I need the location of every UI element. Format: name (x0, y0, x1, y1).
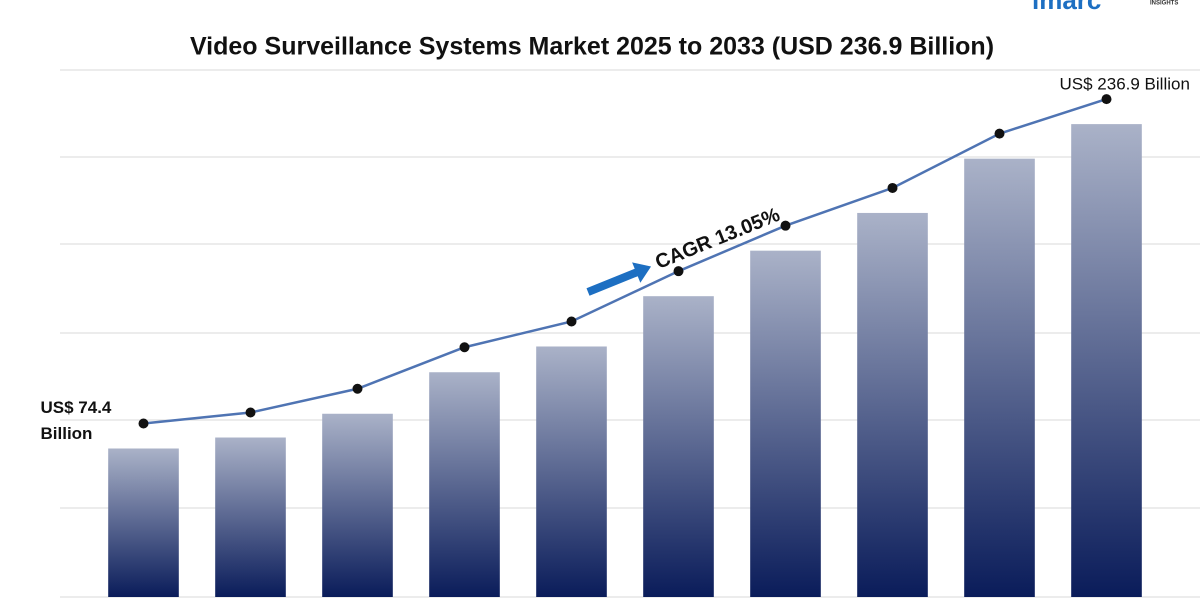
chart-title: Video Surveillance Systems Market 2025 t… (190, 33, 994, 61)
trend-line (143, 97, 1107, 425)
line-marker (673, 266, 684, 277)
line-marker (566, 316, 577, 327)
start-label: Billion (41, 424, 93, 443)
bar (964, 158, 1035, 597)
line-marker (352, 383, 363, 394)
cagr-arrow (586, 262, 652, 296)
bar (215, 437, 286, 597)
bar (643, 296, 714, 597)
bar (857, 212, 928, 597)
bar (108, 448, 179, 597)
bar (429, 372, 500, 597)
line-marker (245, 407, 256, 418)
start-label: US$ 74.4 (41, 398, 112, 417)
line-marker (994, 128, 1005, 139)
bar (1071, 124, 1142, 598)
line-marker (1101, 94, 1112, 105)
logo: imarc (1032, 0, 1101, 15)
end-label: US$ 236.9 Billion (1060, 75, 1190, 94)
line-marker (138, 418, 149, 429)
bar (322, 413, 393, 597)
line-marker (459, 342, 470, 353)
logo-sub: INSIGHTS (1150, 1, 1178, 7)
line-marker (887, 182, 898, 193)
bar (536, 346, 607, 597)
bar (750, 250, 821, 598)
line-marker (780, 220, 791, 231)
